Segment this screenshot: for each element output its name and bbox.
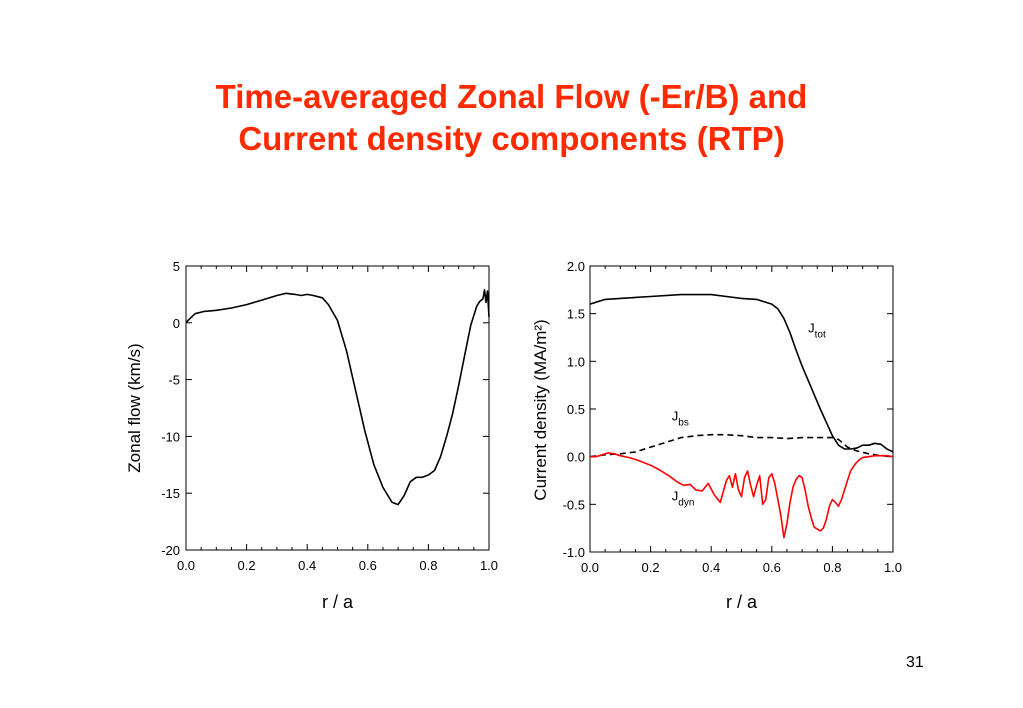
x-tick-label: 0.4 xyxy=(702,560,720,575)
x-tick-label: 0.2 xyxy=(642,560,660,575)
x-tick-label: 0.0 xyxy=(581,560,599,575)
curve-label-main: J xyxy=(672,489,679,504)
series-line-jbs xyxy=(589,433,894,458)
series-line-jdyn xyxy=(590,452,894,539)
x-tick-label: 0.2 xyxy=(238,558,256,573)
x-tick-label: 0.0 xyxy=(177,558,195,573)
series-line xyxy=(185,289,490,506)
y-tick-label: -15 xyxy=(161,486,180,501)
y-axis-title: Current density (MA/m²) xyxy=(531,319,550,500)
y-tick-label: 0.0 xyxy=(567,450,585,465)
chart-2: 0.0 0.2 0.4 0.6 0.8 1.0 2.0 1.5 1.0 0.5 0.0 -0.5 -1.… xyxy=(531,259,902,612)
x-tick-label: 0.6 xyxy=(763,560,781,575)
title-line-2: Current density components (RTP) xyxy=(238,120,785,157)
curve-label-main: J xyxy=(808,321,815,336)
x-tick-label: 0.8 xyxy=(823,560,841,575)
y-tick-label: 1.0 xyxy=(567,354,585,369)
curve-label-sub: bs xyxy=(678,417,689,428)
series-line-jtot xyxy=(589,293,894,453)
x-axis-title: r / a xyxy=(322,592,354,612)
x-tick-label: 0.4 xyxy=(298,558,316,573)
title-line-1: Time-averaged Zonal Flow (-Er/B) and xyxy=(215,78,808,115)
curve-label: Jtot xyxy=(808,321,826,341)
y-tick-label: 2.0 xyxy=(567,259,585,274)
y-tick-label: -1.0 xyxy=(563,545,585,560)
x-tick-label: 1.0 xyxy=(884,560,902,575)
y-axis-title: Zonal flow (km/s) xyxy=(125,343,144,472)
y-tick-label: -10 xyxy=(161,429,180,444)
y-tick-label: -0.5 xyxy=(563,497,585,512)
curve-label-main: J xyxy=(672,408,679,423)
x-axis-title: r / a xyxy=(726,592,758,612)
y-tick-label: 0 xyxy=(173,316,180,331)
y-tick-label: -20 xyxy=(161,543,180,558)
y-tick-label: 0.5 xyxy=(567,402,585,417)
y-tick-label: 1.5 xyxy=(567,307,585,322)
chart-1: 0.0 0.2 0.4 0.6 0.8 1.0 5 0 -5 -10 -15 -20 r / a Zona… xyxy=(125,259,498,612)
curve-label-sub: dyn xyxy=(678,498,694,509)
y-tick-label: 5 xyxy=(173,259,180,274)
slide-title: Time-averaged Zonal Flow (-Er/B) and Cur… xyxy=(0,76,1023,160)
x-tick-label: 0.8 xyxy=(419,558,437,573)
x-tick-label: 0.6 xyxy=(359,558,377,573)
plot-frame xyxy=(589,265,894,553)
x-tick-label: 1.0 xyxy=(480,558,498,573)
y-tick-label: -5 xyxy=(168,373,180,388)
curve-label: Jdyn xyxy=(672,489,695,509)
curve-label: Jbs xyxy=(672,408,689,428)
page-number: 31 xyxy=(906,654,924,671)
curve-label-sub: tot xyxy=(815,330,826,341)
